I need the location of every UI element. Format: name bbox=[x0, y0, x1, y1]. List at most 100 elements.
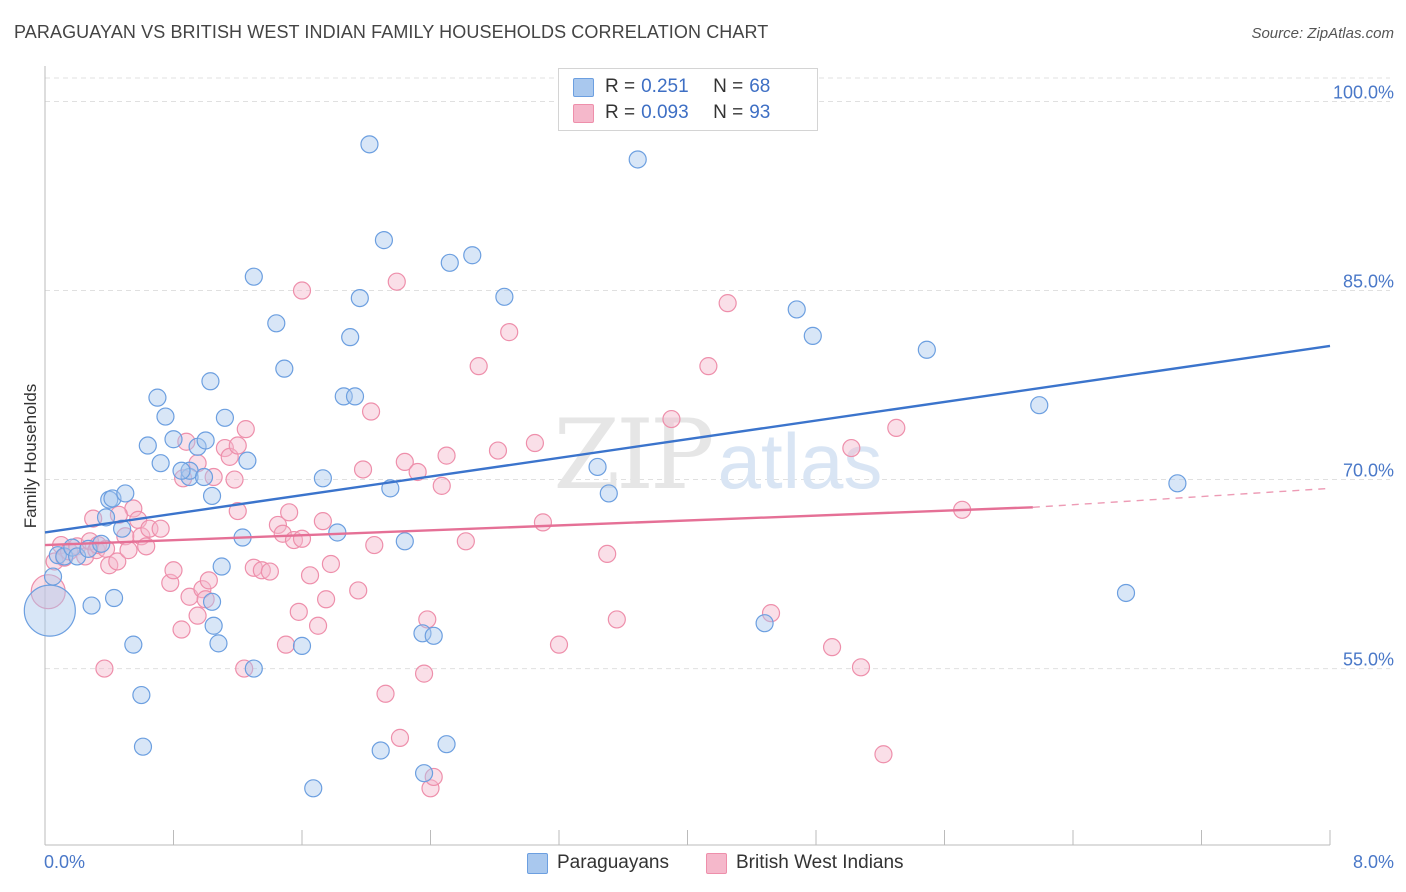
british-west-indians-point bbox=[500, 323, 519, 342]
y-tick-label: 85.0% bbox=[1342, 271, 1394, 292]
legend-item-british-west-indians[interactable]: British West Indians bbox=[706, 852, 904, 874]
british-west-indians-point bbox=[204, 467, 223, 487]
paraguayans-point bbox=[164, 430, 183, 449]
british-west-indians-point bbox=[525, 433, 545, 453]
british-west-indians-point bbox=[199, 571, 218, 590]
r-label: R = bbox=[605, 102, 636, 123]
paraguayans-point bbox=[374, 231, 394, 250]
paraguayans-swatch bbox=[573, 77, 594, 97]
paraguayans-point bbox=[755, 614, 774, 633]
paraguayans-point bbox=[148, 388, 167, 407]
british-west-indians-point bbox=[408, 462, 427, 482]
british-west-indians-point bbox=[316, 590, 336, 609]
paraguayans-point bbox=[82, 596, 101, 615]
british-west-indians-point bbox=[349, 581, 368, 600]
british-west-indians-point bbox=[188, 606, 207, 625]
paraguayans-point bbox=[440, 253, 459, 272]
british-west-indians-swatch bbox=[706, 852, 727, 874]
british-west-indians-point bbox=[151, 519, 170, 538]
british-west-indians-trend-extension bbox=[1032, 487, 1331, 508]
trend-lines bbox=[44, 344, 1331, 547]
british-west-indians-point bbox=[421, 779, 440, 798]
british-west-indians-point bbox=[414, 664, 434, 683]
british-west-indians-point bbox=[699, 357, 718, 376]
paraguayans-point bbox=[1116, 583, 1136, 603]
british-west-indians-point bbox=[276, 635, 296, 654]
stats-legend: R = 0.251 N = 68 R = 0.093 N = 93 bbox=[558, 68, 818, 131]
british-west-indians-point bbox=[822, 638, 842, 657]
y-tick-label: 70.0% bbox=[1342, 460, 1394, 481]
paraguayans-point bbox=[116, 484, 135, 503]
british-west-indians-point bbox=[598, 544, 617, 564]
r-label: R = bbox=[605, 76, 636, 97]
paraguayans-swatch bbox=[527, 852, 548, 874]
paraguayans-point bbox=[341, 328, 360, 347]
paraguayans-point bbox=[917, 340, 936, 359]
british-west-indians-point bbox=[119, 541, 138, 560]
british-west-indians-point bbox=[300, 566, 320, 585]
paraguayans-trend-line bbox=[44, 344, 1331, 534]
legend-item-paraguayans[interactable]: Paraguayans bbox=[527, 852, 669, 874]
paraguayans-point bbox=[104, 588, 124, 608]
paraguayans-point bbox=[156, 407, 175, 426]
paraguayans-point bbox=[194, 467, 214, 487]
n-label: N = bbox=[713, 76, 744, 97]
paraguayans-point bbox=[424, 626, 443, 645]
british-west-indians-point bbox=[607, 610, 626, 629]
paraguayans-point bbox=[196, 431, 215, 450]
n-value: 68 bbox=[749, 76, 771, 97]
legend-label-paraguayans: Paraguayans bbox=[557, 852, 669, 873]
paraguayans-point bbox=[244, 659, 263, 678]
british-west-indians-point bbox=[30, 574, 66, 610]
british-west-indians-point bbox=[437, 446, 456, 465]
british-west-indians-point bbox=[361, 402, 381, 421]
paraguayans-point bbox=[292, 636, 312, 655]
british-west-indians-point bbox=[313, 512, 332, 531]
british-west-indians-point bbox=[280, 503, 299, 522]
paraguayans-point bbox=[23, 584, 76, 637]
british-west-indians-point bbox=[432, 476, 451, 495]
paraguayans-point bbox=[48, 546, 67, 565]
british-west-indians-point bbox=[365, 535, 384, 555]
paraguayans-point bbox=[124, 635, 143, 654]
paraguayans-point bbox=[599, 484, 618, 503]
grid-lines bbox=[45, 77, 1390, 670]
british-west-indians-point bbox=[260, 562, 279, 581]
paraguayans-point bbox=[275, 359, 294, 378]
x-tick-label: 8.0% bbox=[1352, 852, 1394, 872]
british-west-indians-point bbox=[236, 420, 255, 439]
paraguayans-point bbox=[172, 461, 191, 480]
r-value: 0.093 bbox=[641, 102, 689, 123]
british-west-indians-point bbox=[273, 524, 292, 543]
paraguayans-point bbox=[395, 532, 414, 551]
paraguayans-point bbox=[132, 685, 151, 705]
british-west-indians-point bbox=[390, 728, 410, 747]
paraguayans-point bbox=[350, 288, 369, 308]
paraguayans-point bbox=[803, 326, 822, 345]
y-tick-label: 100.0% bbox=[1332, 82, 1394, 102]
paraguayans-point bbox=[1168, 474, 1187, 493]
chart-title: PARAGUAYAN VS BRITISH WEST INDIAN FAMILY… bbox=[14, 22, 769, 42]
paraguayans-point bbox=[413, 624, 432, 643]
british-west-indians-point bbox=[456, 532, 475, 551]
paraguayans-point bbox=[244, 267, 263, 286]
british-west-indians-point bbox=[488, 441, 508, 460]
series-legend: Paraguayans British West Indians bbox=[0, 852, 1406, 878]
british-west-indians-point bbox=[225, 470, 244, 489]
paraguayans-point bbox=[414, 764, 434, 783]
source-label: Source: ZipAtlas.com bbox=[1251, 25, 1394, 42]
british-west-indians-point bbox=[321, 554, 341, 574]
paraguayans-point bbox=[238, 451, 257, 470]
paraguayans-point bbox=[787, 300, 806, 319]
british-west-indians-swatch bbox=[573, 103, 594, 123]
paraguayans-point bbox=[133, 737, 153, 756]
paraguayans-point bbox=[215, 408, 234, 427]
paraguayans-point bbox=[628, 150, 647, 169]
paraguayans-point bbox=[588, 457, 607, 477]
british-west-indians-point bbox=[424, 767, 443, 787]
paraguayans-point bbox=[313, 469, 332, 488]
british-west-indians-point bbox=[84, 509, 103, 528]
paraguayans-point bbox=[212, 557, 231, 576]
y-tick-label: 55.0% bbox=[1342, 649, 1394, 670]
